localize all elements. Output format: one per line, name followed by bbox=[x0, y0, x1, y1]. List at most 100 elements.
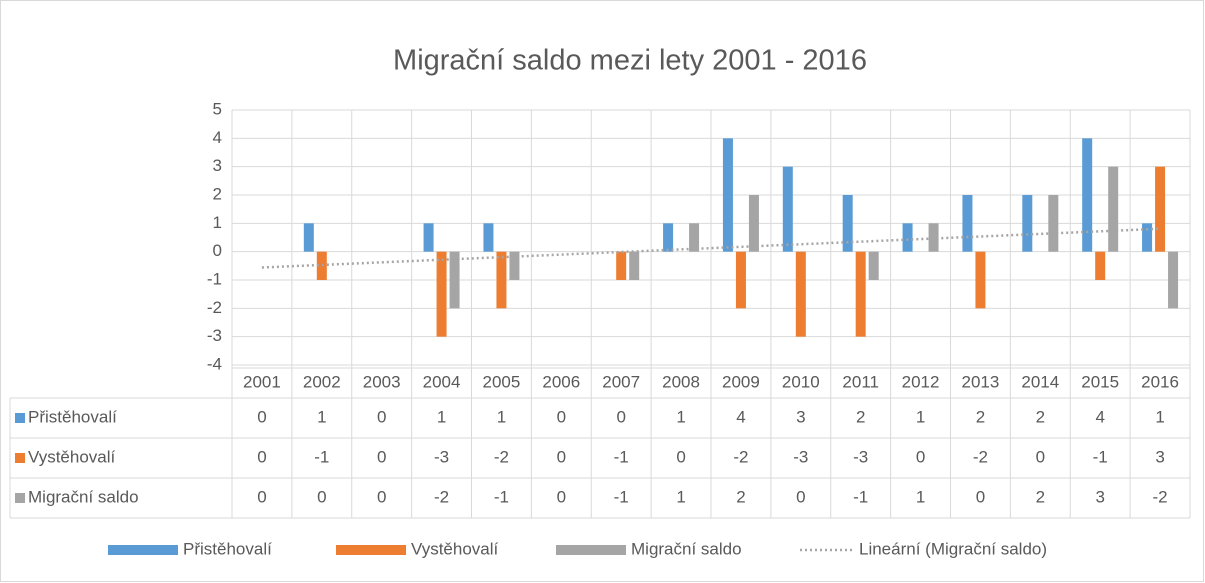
table-cell: -1 bbox=[614, 447, 629, 466]
x-tick-label: 2007 bbox=[602, 372, 640, 391]
table-cell: -1 bbox=[614, 487, 629, 506]
bar bbox=[423, 223, 434, 252]
table-cell: 4 bbox=[1095, 407, 1104, 426]
y-tick-label: 0 bbox=[213, 241, 222, 260]
bar bbox=[975, 251, 986, 309]
bar bbox=[303, 223, 314, 252]
legend-label: Přistěhovalí bbox=[183, 539, 272, 558]
y-tick-label: 5 bbox=[213, 99, 222, 118]
x-tick-label: 2011 bbox=[842, 372, 879, 391]
table-cell: 1 bbox=[676, 487, 685, 506]
table-cell: -2 bbox=[733, 447, 748, 466]
table-series-name: Vystěhovalí bbox=[28, 447, 116, 466]
bar bbox=[842, 195, 853, 252]
bar bbox=[962, 195, 973, 252]
table-cell: 2 bbox=[736, 487, 745, 506]
table-series-name: Přistěhovalí bbox=[28, 407, 117, 426]
bar bbox=[616, 251, 627, 280]
bar bbox=[483, 223, 494, 252]
bar bbox=[1108, 166, 1119, 252]
bar bbox=[663, 223, 674, 252]
table-cell: -3 bbox=[853, 447, 868, 466]
x-tick-label: 2010 bbox=[782, 372, 820, 391]
table-cell: 1 bbox=[676, 407, 685, 426]
table-cell: 0 bbox=[557, 487, 566, 506]
table-cell: 0 bbox=[676, 447, 685, 466]
bar bbox=[722, 138, 733, 252]
bar bbox=[436, 251, 447, 337]
bar bbox=[1155, 166, 1166, 252]
bar bbox=[629, 251, 640, 280]
legend-key bbox=[556, 545, 626, 555]
y-tick-label: -4 bbox=[207, 354, 222, 373]
table-cell: 0 bbox=[616, 407, 625, 426]
bar bbox=[449, 251, 460, 309]
x-tick-label: 2008 bbox=[662, 372, 700, 391]
bar bbox=[1142, 223, 1153, 252]
table-cell: 0 bbox=[557, 447, 566, 466]
x-tick-label: 2004 bbox=[423, 372, 461, 391]
y-tick-label: -1 bbox=[207, 269, 222, 288]
x-tick-label: 2005 bbox=[483, 372, 521, 391]
table-cell: 2 bbox=[856, 407, 865, 426]
bar bbox=[782, 166, 793, 252]
table-cell: 1 bbox=[497, 407, 506, 426]
table-cell: 0 bbox=[377, 407, 386, 426]
table-series-name: Migrační saldo bbox=[28, 487, 139, 506]
legend-key bbox=[108, 545, 178, 555]
table-cell: 0 bbox=[557, 407, 566, 426]
bar bbox=[928, 223, 939, 252]
table-cell: 2 bbox=[1036, 407, 1045, 426]
x-tick-label: 2012 bbox=[902, 372, 940, 391]
bar bbox=[509, 251, 520, 280]
x-tick-label: 2015 bbox=[1081, 372, 1119, 391]
x-tick-label: 2009 bbox=[722, 372, 760, 391]
table-cell: 3 bbox=[1155, 447, 1164, 466]
x-tick-label: 2006 bbox=[542, 372, 580, 391]
y-tick-label: 3 bbox=[213, 156, 222, 175]
table-cell: 1 bbox=[437, 407, 446, 426]
table-legend-key bbox=[15, 413, 25, 423]
y-tick-label: 2 bbox=[213, 184, 222, 203]
y-tick-label: 1 bbox=[213, 213, 222, 232]
table-cell: 1 bbox=[916, 407, 925, 426]
bar bbox=[868, 251, 879, 280]
bar bbox=[855, 251, 866, 337]
table-cell: 0 bbox=[916, 447, 925, 466]
table-cell: -1 bbox=[314, 447, 329, 466]
legend-label: Vystěhovalí bbox=[411, 539, 499, 558]
table-cell: 4 bbox=[736, 407, 745, 426]
x-tick-label: 2003 bbox=[363, 372, 401, 391]
x-tick-label: 2014 bbox=[1021, 372, 1059, 391]
bar bbox=[1168, 251, 1179, 309]
table-cell: 0 bbox=[257, 487, 266, 506]
table-cell: 0 bbox=[377, 447, 386, 466]
x-tick-label: 2016 bbox=[1141, 372, 1179, 391]
bar bbox=[1022, 195, 1033, 252]
chart-title: Migrační saldo mezi lety 2001 - 2016 bbox=[393, 45, 867, 77]
bar bbox=[795, 251, 806, 337]
table-cell: -2 bbox=[434, 487, 449, 506]
table-cell: -2 bbox=[973, 447, 988, 466]
table-cell: 0 bbox=[317, 487, 326, 506]
x-tick-label: 2001 bbox=[243, 372, 281, 391]
table-cell: 0 bbox=[1036, 447, 1045, 466]
bar bbox=[496, 251, 507, 309]
table-cell: -3 bbox=[434, 447, 449, 466]
table-cell: 0 bbox=[257, 407, 266, 426]
bar bbox=[316, 251, 327, 280]
table-legend-key bbox=[15, 453, 25, 463]
table-cell: 0 bbox=[976, 487, 985, 506]
table-cell: 1 bbox=[916, 487, 925, 506]
table-cell: 3 bbox=[1095, 487, 1104, 506]
table-cell: -2 bbox=[1153, 487, 1168, 506]
bar bbox=[902, 223, 913, 252]
bar bbox=[689, 223, 700, 252]
y-tick-label: -3 bbox=[207, 326, 222, 345]
table-cell: 2 bbox=[976, 407, 985, 426]
legend-key bbox=[336, 545, 406, 555]
table-cell: -3 bbox=[793, 447, 808, 466]
table-cell: 3 bbox=[796, 407, 805, 426]
bar bbox=[1095, 251, 1106, 280]
